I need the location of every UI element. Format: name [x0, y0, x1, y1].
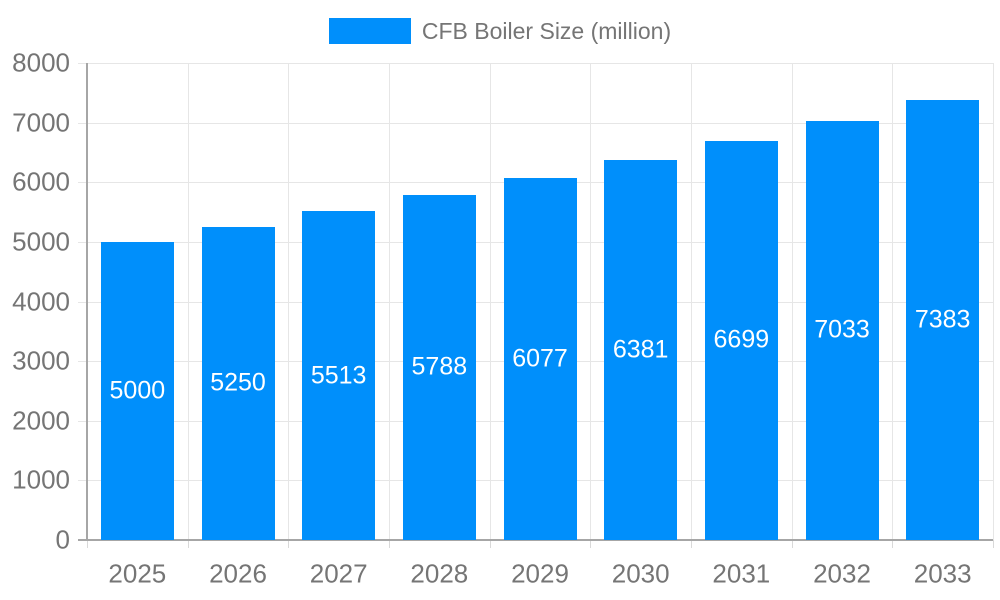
x-axis-tick — [892, 540, 894, 548]
x-axis-tick-label: 2033 — [913, 558, 972, 589]
y-axis-line — [86, 63, 88, 540]
y-axis-tick-label: 8000 — [12, 47, 70, 78]
x-axis-tick-label: 2030 — [611, 558, 670, 589]
x-axis-tick — [389, 540, 390, 548]
gridline-vertical — [288, 63, 290, 540]
y-axis-tick-label: 3000 — [12, 345, 70, 376]
bar-value-label: 7033 — [814, 315, 870, 344]
y-axis-tick-label: 2000 — [12, 405, 70, 436]
gridline-vertical — [892, 63, 894, 540]
bar-value-label: 6381 — [612, 335, 669, 364]
bar-2031[interactable] — [704, 140, 778, 540]
gridline-vertical — [590, 63, 592, 540]
legend-label: CFB Boiler Size (million) — [421, 18, 672, 44]
x-axis-tick-label: 2029 — [511, 558, 569, 589]
x-axis-tick — [791, 540, 793, 548]
bar-2025[interactable] — [100, 241, 174, 540]
y-axis-tick-label: 0 — [55, 524, 70, 555]
bar-2033[interactable] — [906, 99, 980, 540]
bar-2028[interactable] — [402, 194, 476, 540]
x-axis-tick — [288, 540, 290, 548]
bar-value-label: 5000 — [109, 376, 166, 405]
x-axis-tick-label: 2032 — [813, 558, 871, 589]
y-axis-tick-label: 4000 — [12, 286, 70, 316]
bar-value-label: 6077 — [512, 344, 568, 373]
y-axis-tick-label: 6000 — [12, 166, 70, 197]
legend-item[interactable]: CFB Boiler Size (million) — [328, 18, 672, 44]
x-axis-tick-label: 2028 — [410, 558, 469, 589]
bar-value-label: 5513 — [310, 361, 367, 390]
gridline-vertical — [993, 63, 994, 540]
x-axis-tick-label: 2031 — [712, 558, 771, 589]
x-axis-tick-label: 2025 — [108, 558, 167, 589]
bar-2027[interactable] — [302, 211, 376, 540]
gridline-vertical — [389, 63, 390, 540]
bar-value-label: 5788 — [411, 352, 468, 381]
bar-2032[interactable] — [805, 120, 879, 540]
y-axis-tick-label: 1000 — [12, 464, 70, 495]
gridline-vertical — [791, 63, 793, 540]
gridline-vertical — [489, 63, 491, 540]
y-axis-tick-label: 5000 — [12, 226, 70, 257]
x-axis-tick — [489, 540, 491, 548]
x-axis-tick-label: 2026 — [209, 558, 267, 589]
legend: CFB Boiler Size (million) — [0, 17, 1000, 45]
bar-value-label: 6699 — [713, 325, 770, 354]
x-axis-tick — [993, 540, 994, 548]
y-axis-tick-label: 7000 — [12, 107, 70, 138]
bar-2029[interactable] — [503, 177, 577, 540]
gridline-horizontal — [78, 63, 993, 64]
gridline-vertical — [187, 63, 189, 540]
bar-2026[interactable] — [201, 226, 275, 540]
bar-value-label: 7383 — [914, 305, 971, 334]
x-axis-line — [78, 539, 993, 541]
x-axis-tick — [590, 540, 592, 548]
bar-value-label: 5250 — [210, 368, 266, 397]
gridline-vertical — [691, 63, 692, 540]
x-axis-tick-label: 2027 — [309, 558, 368, 589]
gridline-horizontal — [78, 122, 993, 124]
legend-swatch — [328, 18, 411, 44]
x-axis-tick — [87, 540, 88, 548]
x-axis-tick — [187, 540, 189, 548]
x-axis-tick — [691, 540, 692, 548]
bar-2030[interactable] — [604, 159, 678, 540]
